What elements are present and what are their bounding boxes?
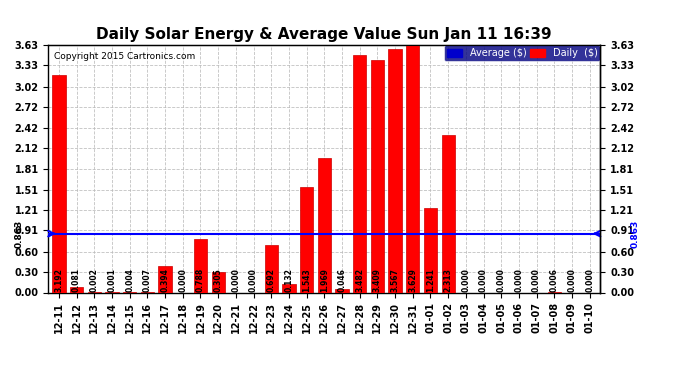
Text: 3.192: 3.192 <box>55 268 63 292</box>
Text: 1.241: 1.241 <box>426 268 435 292</box>
Bar <box>353 55 366 292</box>
Bar <box>371 60 384 292</box>
Legend: Average ($), Daily  ($): Average ($), Daily ($) <box>444 45 600 61</box>
Text: 0.000: 0.000 <box>231 268 240 292</box>
Text: 0.007: 0.007 <box>143 268 152 292</box>
Text: 0.863: 0.863 <box>631 219 640 248</box>
Bar <box>159 266 172 292</box>
Text: Copyright 2015 Cartronics.com: Copyright 2015 Cartronics.com <box>54 53 195 62</box>
Text: 3.629: 3.629 <box>408 268 417 292</box>
Bar <box>442 135 455 292</box>
Text: 0.081: 0.081 <box>72 268 81 292</box>
Text: 0.000: 0.000 <box>497 268 506 292</box>
Text: 3.567: 3.567 <box>391 268 400 292</box>
Text: 0.000: 0.000 <box>178 268 187 292</box>
Text: 0.000: 0.000 <box>532 268 541 292</box>
Text: 0.000: 0.000 <box>249 268 258 292</box>
Text: 0.692: 0.692 <box>267 268 276 292</box>
Text: 3.409: 3.409 <box>373 268 382 292</box>
Text: 0.305: 0.305 <box>214 268 223 292</box>
Text: 0.000: 0.000 <box>515 268 524 292</box>
Bar <box>52 75 66 292</box>
Bar <box>424 208 437 292</box>
Bar <box>212 272 225 292</box>
Text: 0.394: 0.394 <box>161 268 170 292</box>
Bar <box>264 245 278 292</box>
Text: 0.002: 0.002 <box>90 268 99 292</box>
Bar <box>282 284 295 292</box>
Text: 0.788: 0.788 <box>196 268 205 292</box>
Text: 0.000: 0.000 <box>567 268 576 292</box>
Text: 2.313: 2.313 <box>444 268 453 292</box>
Bar <box>388 49 402 292</box>
Text: 0.132: 0.132 <box>284 268 293 292</box>
Bar <box>70 287 83 292</box>
Text: 0.006: 0.006 <box>550 268 559 292</box>
Text: 0.046: 0.046 <box>337 268 346 292</box>
Text: 0.000: 0.000 <box>585 268 594 292</box>
Text: 0.000: 0.000 <box>462 268 471 292</box>
Text: 1.543: 1.543 <box>302 268 311 292</box>
Title: Daily Solar Energy & Average Value Sun Jan 11 16:39: Daily Solar Energy & Average Value Sun J… <box>97 27 552 42</box>
Text: 0.000: 0.000 <box>479 268 488 292</box>
Bar <box>406 45 420 292</box>
Bar <box>335 290 348 292</box>
Text: 3.482: 3.482 <box>355 268 364 292</box>
Text: 0.001: 0.001 <box>108 268 117 292</box>
Text: 0.863: 0.863 <box>14 219 23 248</box>
Bar <box>194 239 207 292</box>
Bar <box>300 187 313 292</box>
Bar <box>317 158 331 292</box>
Text: 1.969: 1.969 <box>319 268 329 292</box>
Text: 0.004: 0.004 <box>125 268 134 292</box>
